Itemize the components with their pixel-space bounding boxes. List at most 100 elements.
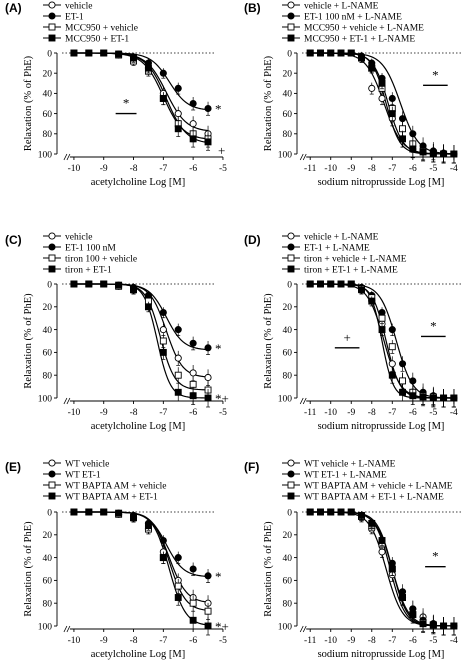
legend-marker	[48, 470, 56, 478]
data-point-series-4	[399, 594, 406, 601]
legend-label: MCC950 + vehicle + L-NAME	[304, 23, 424, 33]
legend-marker	[287, 34, 295, 42]
data-point-series-4	[159, 348, 167, 356]
data-point-series-4	[409, 145, 417, 153]
y-tick-label: 40	[283, 326, 293, 336]
y-tick-label: 20	[43, 531, 53, 541]
data-point-series-4	[327, 49, 335, 57]
x-tick-label: -4	[450, 408, 458, 418]
significance-mark: *	[432, 549, 439, 564]
data-point-series-4	[358, 54, 365, 62]
legend-marker	[287, 254, 295, 262]
fit-curve-3	[73, 511, 209, 611]
y-axis-title: Relaxation (% of PhE)	[263, 293, 274, 389]
y-tick-label: 100	[278, 394, 293, 404]
legend-label: tiron + ET-1 + L-NAME	[304, 265, 398, 275]
x-tick-label: -11	[304, 164, 317, 174]
axis-break-mark	[299, 153, 307, 161]
legend-label: WT vehicle	[65, 459, 109, 469]
data-point-series-4	[130, 514, 137, 522]
data-point-series-4	[388, 565, 396, 573]
data-point-series-3	[388, 343, 396, 351]
x-tick-label: -7	[388, 636, 396, 646]
y-tick-label: 100	[38, 622, 53, 632]
legend-marker	[48, 492, 56, 500]
legend-label: MCC950 + vehicle	[65, 23, 138, 33]
data-point-series-4	[130, 54, 137, 62]
axis-break-mark	[63, 625, 71, 633]
data-point-series-4	[450, 622, 458, 630]
data-point-series-4	[100, 49, 108, 57]
data-point-series-4	[159, 94, 167, 102]
x-tick-label: -5	[429, 164, 437, 174]
legend-marker	[48, 265, 56, 273]
legend-label: MCC950 + ET-1 + L-NAME	[304, 34, 415, 44]
y-tick-label: 40	[43, 90, 53, 100]
data-point-series-1	[378, 94, 386, 102]
y-tick-label: 80	[43, 600, 53, 610]
x-tick-label: -10	[324, 636, 337, 646]
x-tick-label: -9	[100, 408, 108, 418]
data-point-series-4	[440, 394, 448, 402]
data-point-series-2	[204, 344, 212, 352]
legend-label: vehicle	[65, 1, 92, 11]
fit-curve-3	[310, 511, 454, 627]
data-point-series-2	[189, 565, 197, 573]
data-point-series-4	[70, 508, 78, 516]
fit-curve-1	[73, 52, 209, 132]
y-axis-title: Relaxation (% of PhE)	[23, 293, 34, 389]
legend-label: WT BAPTA AM + ET-1	[65, 492, 158, 502]
legend-marker	[48, 1, 56, 9]
x-axis-title: acetylcholine Log [M]	[91, 421, 185, 432]
data-point-series-2	[174, 554, 182, 562]
legend-label: tiron + ET-1	[65, 265, 112, 275]
legend-label: ET-1 100 nM	[65, 243, 116, 253]
data-point-series-3	[378, 314, 386, 322]
x-tick-label: -6	[189, 408, 197, 418]
data-point-series-4	[204, 622, 212, 630]
legend-label: MCC950 + ET-1	[65, 34, 129, 44]
data-point-series-4	[159, 554, 167, 562]
data-point-series-2	[388, 94, 396, 102]
data-point-series-4	[419, 393, 427, 401]
data-point-series-4	[337, 280, 345, 288]
data-point-series-4	[368, 519, 376, 527]
data-point-series-4	[419, 620, 427, 628]
x-axis-title: sodium nitroprusside Log [M]	[318, 177, 445, 188]
y-tick-label: 80	[283, 600, 293, 610]
data-point-series-4	[189, 616, 197, 624]
y-tick-label: 40	[283, 90, 293, 100]
y-tick-label: 0	[47, 49, 52, 59]
x-axis-title: sodium nitroprusside Log [M]	[318, 649, 445, 660]
y-tick-label: 20	[43, 303, 53, 313]
data-point-series-4	[440, 150, 448, 158]
data-point-series-2	[388, 326, 396, 334]
x-tick-label: -11	[304, 408, 317, 418]
data-point-series-3	[174, 582, 182, 590]
axis-break-mark	[63, 153, 71, 161]
data-point-series-4	[347, 49, 355, 57]
legend-marker	[48, 254, 56, 262]
y-tick-label: 60	[43, 577, 53, 587]
x-tick-label: -8	[368, 164, 376, 174]
data-point-series-4	[306, 49, 314, 57]
x-tick-label: -5	[429, 636, 437, 646]
fit-curve-2	[310, 511, 454, 627]
y-tick-label: 0	[287, 280, 292, 290]
y-tick-label: 80	[283, 372, 293, 382]
data-point-series-4	[440, 622, 448, 630]
significance-mark: *+	[215, 391, 229, 406]
panel-label: (D)	[244, 233, 261, 247]
data-point-series-1	[388, 360, 396, 368]
y-axis-title: Relaxation (% of PhE)	[23, 521, 34, 617]
significance-mark: +	[343, 330, 350, 345]
data-point-series-4	[409, 392, 417, 400]
significance-mark: *	[123, 96, 130, 111]
y-tick-label: 40	[43, 326, 53, 336]
y-axis-title: Relaxation (% of PhE)	[263, 521, 274, 617]
y-tick-label: 100	[38, 394, 53, 404]
legend-label: WT ET-1 + L-NAME	[304, 470, 387, 480]
x-tick-label: -10	[324, 408, 337, 418]
data-point-series-1	[189, 369, 197, 377]
